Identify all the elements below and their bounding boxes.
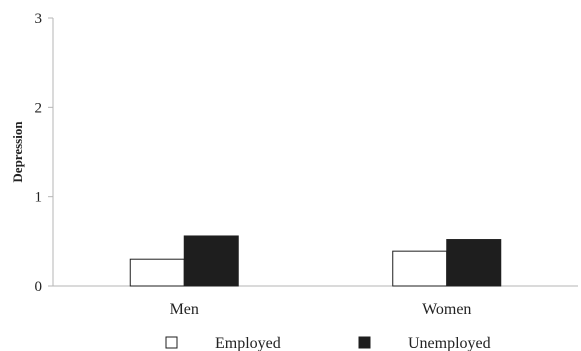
y-axis-label: Depression [10,121,25,183]
bar-employed-women [392,250,448,287]
y-tick-label: 1 [35,190,43,206]
legend-label-employed: Employed [215,335,281,351]
y-ticks: 0 1 2 3 [35,11,53,295]
y-tick-label: 2 [35,100,43,116]
bar-employed-men [129,258,185,287]
legend-label-unemployed: Unemployed [408,335,491,351]
legend-swatch-employed [165,336,178,349]
category-label: Men [170,301,199,318]
category-label: Women [422,301,471,318]
bars [129,235,502,287]
legend-swatch-unemployed [358,336,371,349]
legend: Employed Unemployed [165,335,491,351]
y-tick-label: 3 [35,11,43,27]
bar-unemployed-men [183,235,239,287]
bar-unemployed-women [446,239,502,287]
y-tick-label: 0 [35,279,43,295]
category-labels: Men Women [170,301,472,318]
